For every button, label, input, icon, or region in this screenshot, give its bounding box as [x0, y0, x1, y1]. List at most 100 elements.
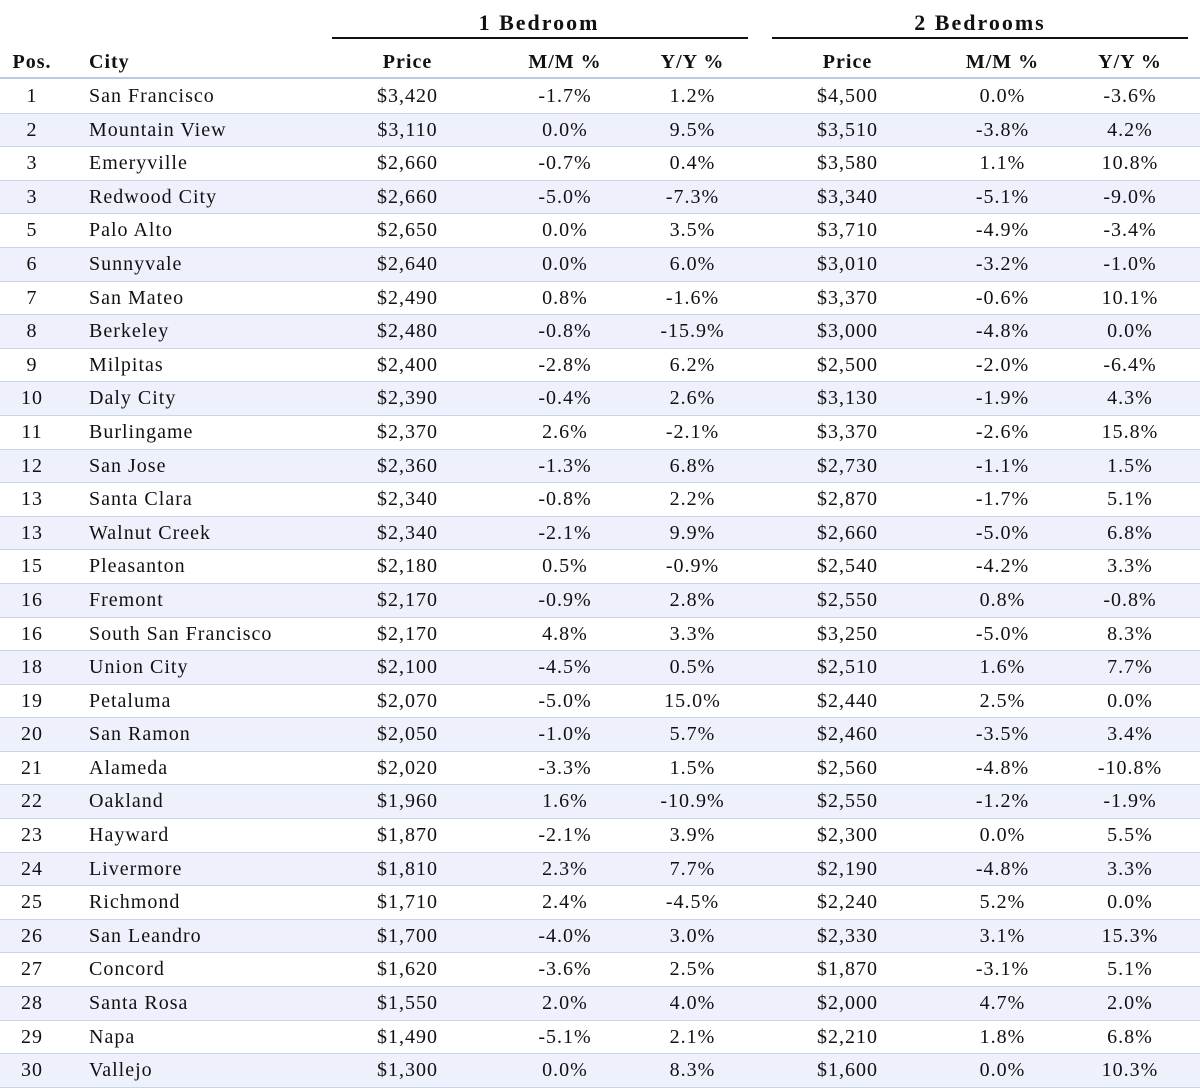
- cell-price-2br: $3,340: [817, 185, 878, 208]
- cell-yy-1br: 3.9%: [669, 824, 716, 847]
- cell-yy-2br: 10.8%: [1101, 152, 1159, 175]
- cell-price-1br: $2,480: [377, 320, 438, 343]
- table-row: 13 Walnut Creek $2,340 -2.1% 9.9% $2,660 -5.0%…: [0, 516, 1200, 551]
- cell-mm-1br: -1.0%: [538, 723, 592, 746]
- cell-yy-2br: -0.8%: [1103, 588, 1157, 611]
- cell-city: Oakland: [89, 790, 164, 813]
- cell-city: Union City: [89, 656, 189, 679]
- cell-yy-2br: 6.8%: [1107, 521, 1153, 544]
- cell-price-1br: $2,170: [377, 622, 438, 645]
- table-row: 8 Berkeley $2,480 -0.8% -15.9% $3,000 -4.8% 0.0…: [0, 315, 1200, 349]
- cell-mm-1br: 1.6%: [542, 790, 588, 813]
- cell-yy-2br: -10.8%: [1097, 756, 1163, 779]
- cell-pos: 10: [21, 387, 43, 410]
- cell-mm-2br: 1.6%: [979, 656, 1026, 679]
- cell-pos: 19: [21, 689, 43, 712]
- cell-city: Livermore: [89, 857, 183, 880]
- cell-price-2br: $2,510: [817, 656, 878, 679]
- cell-pos: 29: [21, 1025, 43, 1048]
- table-row: 30 Vallejo $1,300 0.0% 8.3% $1,600 0.0% 10.3%: [0, 1054, 1200, 1088]
- table-row: 19 Petaluma $2,070 -5.0% 15.0% $2,440 2.5% 0.0%: [0, 685, 1200, 719]
- cell-mm-1br: -0.8%: [538, 488, 592, 511]
- table-row: 23 Hayward $1,870 -2.1% 3.9% $2,300 0.0% 5.5%: [0, 819, 1200, 853]
- cell-pos: 6: [26, 252, 38, 275]
- header-yy-1br: Y/Y %: [660, 51, 725, 73]
- cell-pos: 15: [21, 555, 43, 578]
- cell-mm-1br: 0.5%: [542, 555, 588, 578]
- cell-city: Berkeley: [89, 320, 170, 343]
- cell-pos: 24: [21, 857, 43, 880]
- cell-yy-2br: 15.8%: [1101, 420, 1159, 443]
- cell-pos: 8: [26, 320, 38, 343]
- table-row: 7 San Mateo $2,490 0.8% -1.6% $3,370 -0.6% 10.1…: [0, 282, 1200, 316]
- cell-mm-2br: -4.9%: [975, 219, 1030, 242]
- cell-price-1br: $2,180: [377, 555, 438, 578]
- group-rule-2-bedrooms: [772, 37, 1188, 39]
- cell-yy-2br: 3.3%: [1107, 555, 1153, 578]
- header-mm-2br: M/M %: [965, 51, 1040, 73]
- cell-mm-1br: -0.9%: [538, 588, 592, 611]
- table-row: 9 Milpitas $2,400 -2.8% 6.2% $2,500 -2.0% -6.4%: [0, 349, 1200, 383]
- cell-yy-2br: 2.0%: [1107, 992, 1153, 1015]
- cell-pos: 11: [21, 420, 43, 443]
- cell-price-1br: $1,300: [377, 1059, 438, 1082]
- cell-mm-1br: 0.0%: [542, 252, 588, 275]
- cell-yy-1br: 2.6%: [669, 387, 716, 410]
- cell-city: South San Francisco: [89, 622, 273, 645]
- cell-pos: 20: [21, 723, 43, 746]
- cell-mm-2br: 0.0%: [979, 85, 1026, 107]
- cell-price-2br: $1,600: [817, 1059, 878, 1082]
- cell-yy-2br: 1.5%: [1107, 454, 1153, 477]
- cell-mm-2br: -1.9%: [975, 387, 1030, 410]
- cell-yy-2br: 5.5%: [1107, 824, 1153, 847]
- cell-yy-1br: 2.8%: [669, 588, 716, 611]
- cell-price-2br: $2,000: [817, 992, 878, 1015]
- cell-price-1br: $2,360: [377, 454, 438, 477]
- cell-mm-2br: 2.5%: [979, 689, 1026, 712]
- cell-pos: 12: [21, 454, 43, 477]
- cell-yy-2br: 4.2%: [1107, 118, 1153, 141]
- cell-city: Hayward: [89, 824, 170, 847]
- cell-price-2br: $1,870: [817, 958, 878, 981]
- cell-yy-2br: 4.3%: [1107, 387, 1153, 410]
- cell-mm-1br: -1.7%: [538, 85, 592, 107]
- cell-mm-2br: -2.0%: [975, 353, 1030, 376]
- cell-price-2br: $2,550: [817, 588, 878, 611]
- cell-price-1br: $1,710: [377, 891, 438, 914]
- cell-city: Richmond: [89, 891, 181, 914]
- table-row: 20 San Ramon $2,050 -1.0% 5.7% $2,460 -3.5% 3.4…: [0, 718, 1200, 752]
- cell-yy-2br: 5.1%: [1107, 488, 1153, 511]
- column-header-row: Pos. City Price M/M % Y/Y % Price M/M % …: [0, 46, 1200, 79]
- cell-price-1br: $2,170: [377, 588, 438, 611]
- table-row: 15 Pleasanton $2,180 0.5% -0.9% $2,540 -4.2% 3.…: [0, 550, 1200, 584]
- table-row: 24 Livermore $1,810 2.3% 7.7% $2,190 -4.8% 3.3%: [0, 852, 1200, 887]
- cell-mm-1br: -5.1%: [538, 1025, 592, 1048]
- cell-price-1br: $2,340: [377, 521, 438, 544]
- cell-price-1br: $2,650: [377, 219, 438, 242]
- cell-price-1br: $3,110: [377, 118, 438, 141]
- group-title-1-bedroom: 1 Bedroom: [478, 10, 600, 35]
- cell-price-1br: $1,960: [377, 790, 438, 813]
- cell-mm-2br: -0.6%: [975, 286, 1030, 309]
- cell-yy-2br: 7.7%: [1107, 656, 1153, 679]
- table-row: 22 Oakland $1,960 1.6% -10.9% $2,550 -1.2% -1.9…: [0, 785, 1200, 820]
- cell-pos: 7: [26, 286, 38, 309]
- header-yy-2br: Y/Y %: [1098, 51, 1162, 73]
- table-row: 25 Richmond $1,710 2.4% -4.5% $2,240 5.2% 0.0%: [0, 886, 1200, 920]
- cell-price-2br: $2,540: [817, 555, 878, 578]
- cell-price-1br: $1,620: [377, 958, 438, 981]
- cell-mm-1br: -5.0%: [538, 185, 592, 208]
- cell-yy-2br: 10.1%: [1101, 286, 1159, 309]
- table-row: 13 Santa Clara $2,340 -0.8% 2.2% $2,870 -1.7% 5…: [0, 483, 1200, 517]
- cell-yy-1br: 2.1%: [669, 1025, 716, 1048]
- cell-yy-2br: 10.3%: [1101, 1059, 1159, 1082]
- cell-pos: 3: [26, 152, 38, 175]
- table-row: 16 South San Francisco $2,170 4.8% 3.3% $3,25…: [0, 618, 1200, 652]
- header-pos: Pos.: [12, 51, 52, 73]
- cell-price-2br: $2,210: [817, 1025, 878, 1048]
- cell-yy-1br: 6.8%: [669, 454, 716, 477]
- cell-price-1br: $2,390: [377, 387, 438, 410]
- cell-yy-2br: -1.0%: [1103, 252, 1157, 275]
- cell-pos: 30: [21, 1059, 43, 1082]
- cell-yy-1br: 9.5%: [669, 118, 716, 141]
